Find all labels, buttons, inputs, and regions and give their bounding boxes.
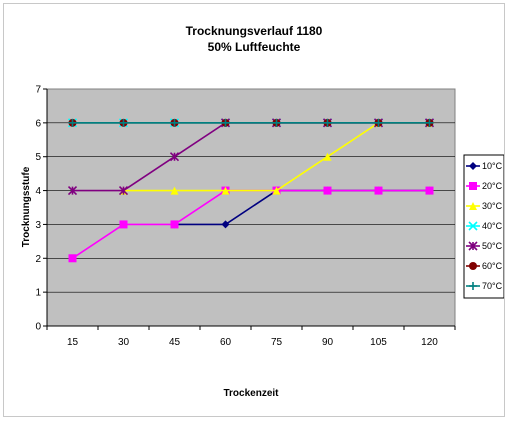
legend: 10°C 20°C 30°C 40°C 50°C 60°C 70°C <box>463 154 504 299</box>
x-tick-label: 15 <box>67 337 79 348</box>
x-tick-label: 105 <box>370 337 387 348</box>
data-point <box>119 220 128 229</box>
y-tick-label: 0 <box>35 322 41 333</box>
legend-label: 70°C <box>482 281 503 291</box>
data-point <box>119 118 128 127</box>
data-point <box>323 118 332 127</box>
data-point <box>374 118 383 127</box>
data-point <box>374 186 383 195</box>
x-tick-label: 90 <box>322 337 334 348</box>
data-point <box>221 118 230 127</box>
y-tick-label: 6 <box>35 118 41 129</box>
data-point <box>68 254 77 263</box>
data-point <box>170 118 179 127</box>
x-tick-label: 30 <box>118 337 130 348</box>
legend-label: 60°C <box>482 261 503 271</box>
legend-marker <box>468 241 478 251</box>
legend-marker <box>469 202 477 210</box>
legend-label: 10°C <box>482 161 503 171</box>
legend-item: 50°C <box>466 241 503 251</box>
chart-frame: Trocknungsverlauf 1180 50% Luftfeuchte 0… <box>3 3 505 417</box>
legend-marker <box>469 262 477 270</box>
data-point <box>425 118 434 127</box>
data-point <box>170 220 179 229</box>
legend-label: 30°C <box>482 201 503 211</box>
data-point <box>272 118 281 127</box>
y-tick-label: 5 <box>35 152 41 163</box>
legend-marker <box>468 221 478 231</box>
x-tick-label: 45 <box>169 337 181 348</box>
data-point <box>169 152 180 162</box>
data-point <box>323 186 332 195</box>
legend-item: 70°C <box>466 281 503 291</box>
series-7 <box>68 118 434 127</box>
y-tick-label: 1 <box>35 288 41 299</box>
legend-label: 50°C <box>482 241 503 251</box>
x-tick-label: 60 <box>220 337 232 348</box>
legend-marker <box>469 162 477 170</box>
legend-marker <box>469 282 477 290</box>
legend-item: 20°C <box>466 181 503 191</box>
data-point <box>221 186 230 195</box>
chart-title: Trocknungsverlauf 1180 <box>186 24 323 38</box>
legend-item: 40°C <box>466 221 503 231</box>
legend-marker <box>469 182 477 190</box>
data-point <box>67 186 78 196</box>
chart-subtitle: 50% Luftfeuchte <box>208 40 301 54</box>
data-point <box>272 186 281 195</box>
legend-item: 60°C <box>466 261 503 271</box>
series-layer <box>67 118 435 263</box>
data-point <box>170 186 179 195</box>
data-point <box>118 186 129 196</box>
legend-label: 40°C <box>482 221 503 231</box>
y-axis-title: Trocknungsstufe <box>21 166 32 247</box>
y-tick-label: 4 <box>35 186 41 197</box>
data-point <box>425 186 434 195</box>
data-point <box>221 220 230 229</box>
line-chart: Trocknungsverlauf 1180 50% Luftfeuchte 0… <box>21 24 504 399</box>
x-tick-label: 120 <box>421 337 438 348</box>
y-tick-label: 2 <box>35 254 41 265</box>
legend-item: 30°C <box>466 201 503 211</box>
x-axis-title: Trockenzeit <box>223 388 279 399</box>
data-point <box>68 118 77 127</box>
y-tick-label: 3 <box>35 220 41 231</box>
y-tick-label: 7 <box>35 85 41 96</box>
x-tick-label: 75 <box>271 337 283 348</box>
legend-label: 20°C <box>482 181 503 191</box>
data-point <box>323 152 332 161</box>
legend-item: 10°C <box>466 161 503 171</box>
